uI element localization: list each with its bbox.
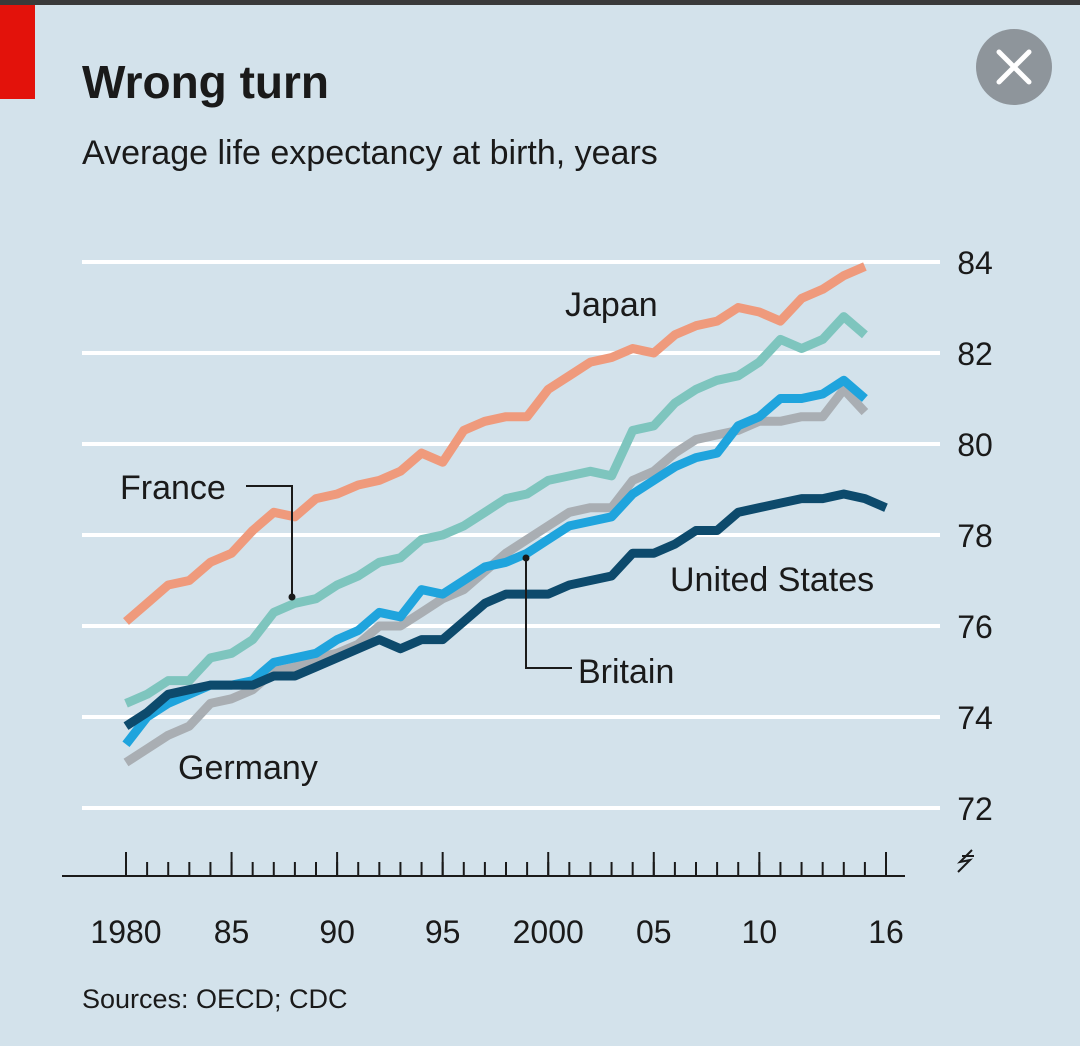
x-tick-label: 2000 bbox=[513, 914, 584, 950]
series-line bbox=[123, 262, 867, 625]
x-tick-label: 85 bbox=[214, 914, 250, 950]
red-tag bbox=[0, 5, 35, 99]
leader-line bbox=[525, 558, 572, 669]
series-labels: Japan France Germany Britain United Stat… bbox=[120, 286, 874, 787]
y-tick-label: 84 bbox=[957, 245, 993, 281]
y-tick-label: 80 bbox=[957, 427, 993, 463]
source: Sources: OECD; CDC bbox=[82, 984, 348, 1014]
top-bar bbox=[0, 0, 1080, 5]
series-label: France bbox=[120, 469, 226, 507]
series-label: United States bbox=[670, 561, 874, 599]
y-tick-label: 82 bbox=[957, 336, 993, 372]
y-tick-label: 78 bbox=[957, 518, 993, 554]
leader-line bbox=[246, 485, 293, 597]
x-axis: 1980 85 90 95 2000 05 10 16 bbox=[62, 849, 974, 950]
axis-break bbox=[956, 849, 974, 873]
x-tick-label: 95 bbox=[425, 914, 461, 950]
x-tick-label: 90 bbox=[319, 914, 355, 950]
x-tick-label: 16 bbox=[868, 914, 904, 950]
lines bbox=[122, 262, 888, 767]
leader-dot bbox=[288, 593, 296, 601]
grid: 72 74 76 78 80 82 84 bbox=[82, 245, 993, 827]
y-tick-label: 72 bbox=[957, 791, 993, 827]
close-icon[interactable] bbox=[996, 49, 1032, 85]
close-button[interactable] bbox=[976, 29, 1052, 105]
series-label: Britain bbox=[578, 653, 674, 691]
series-label: Japan bbox=[565, 286, 658, 324]
x-tick-label: 05 bbox=[636, 914, 672, 950]
series-line bbox=[124, 312, 868, 708]
series-line bbox=[123, 489, 888, 730]
leader-dot bbox=[522, 554, 530, 562]
y-tick-label: 74 bbox=[957, 700, 993, 736]
series-label: Germany bbox=[178, 749, 318, 787]
chart-title: Wrong turn bbox=[82, 56, 329, 108]
x-tick-label: 1980 bbox=[90, 914, 161, 950]
y-tick-label: 76 bbox=[957, 609, 993, 645]
x-tick-label: 10 bbox=[742, 914, 778, 950]
chart-subtitle: Average life expectancy at birth, years bbox=[82, 134, 658, 172]
